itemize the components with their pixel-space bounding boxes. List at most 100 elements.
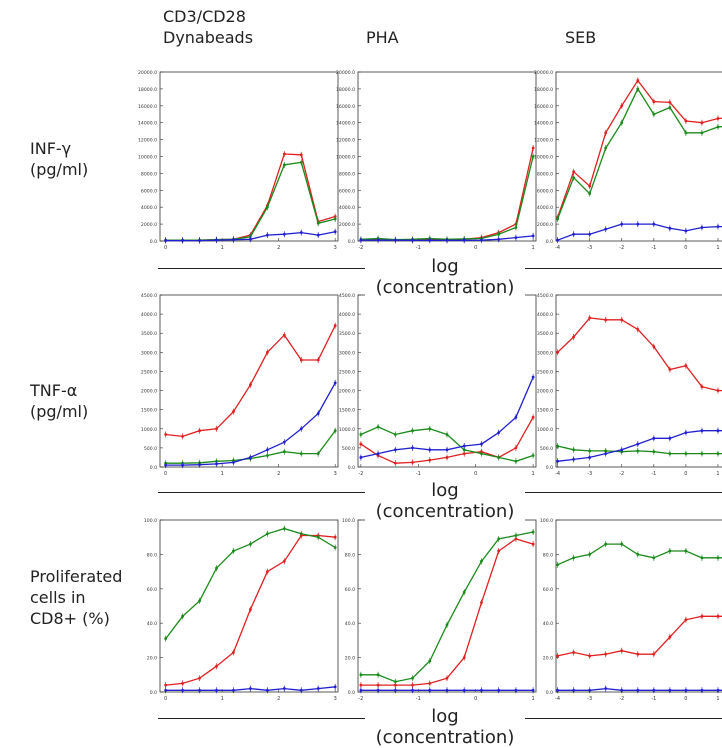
y-tick-label: 4000.0 bbox=[537, 312, 553, 318]
y-tick-label: 0.0 bbox=[546, 239, 553, 245]
x-tick-label: 1 bbox=[716, 245, 719, 251]
y-tick-label: 6000.0 bbox=[537, 188, 553, 194]
y-tick-label: 1000.0 bbox=[537, 427, 553, 433]
y-tick-label: 14000.0 bbox=[138, 121, 157, 127]
y-tick-label: 6000.0 bbox=[141, 188, 157, 194]
y-tick-label: 2500.0 bbox=[537, 369, 553, 375]
y-tick-label: 2000.0 bbox=[537, 389, 553, 395]
y-tick-label: 80.0 bbox=[543, 552, 553, 558]
y-tick-label: 18000.0 bbox=[138, 87, 157, 93]
y-tick-label: 40.0 bbox=[543, 621, 553, 627]
x-tick-label: 1 bbox=[221, 696, 224, 702]
series-line-green bbox=[165, 161, 336, 241]
x-tick-label: 1 bbox=[716, 471, 719, 477]
row-label-tnf-alpha: TNF-α (pg/ml) bbox=[30, 381, 89, 421]
y-tick-label: 12000.0 bbox=[534, 138, 553, 144]
row-label-proliferated: Proliferated cells in CD8+ (%) bbox=[30, 567, 123, 628]
x-tick-label: 0 bbox=[164, 471, 167, 477]
x-tick-label: -1 bbox=[651, 696, 656, 702]
panel-frame bbox=[159, 71, 339, 242]
y-tick-label: 4000.0 bbox=[339, 312, 355, 318]
y-tick-label: 60.0 bbox=[345, 587, 355, 593]
panel-frame bbox=[555, 519, 722, 693]
y-tick-label: 0.0 bbox=[348, 690, 355, 696]
y-tick-label: 8000.0 bbox=[141, 171, 157, 177]
y-tick-label: 3500.0 bbox=[537, 331, 553, 337]
x-tick-label: 0 bbox=[684, 245, 687, 251]
x-tick-label: -3 bbox=[587, 696, 592, 702]
y-tick-label: 20.0 bbox=[147, 656, 157, 662]
x-tick-label: -2 bbox=[619, 696, 624, 702]
y-tick-label: 14000.0 bbox=[534, 121, 553, 127]
x-tick-label: 3 bbox=[334, 245, 337, 251]
x-caption-3: log (concentration) bbox=[365, 706, 525, 748]
x-tick-label: -1 bbox=[651, 245, 656, 251]
series-line-green bbox=[360, 531, 534, 683]
x-tick-label: 1 bbox=[221, 471, 224, 477]
x-tick-label: -2 bbox=[619, 245, 624, 251]
column-header-cd3cd28: CD3/CD28 Dynabeads bbox=[163, 7, 254, 47]
series-line-green bbox=[360, 156, 534, 241]
y-tick-label: 40.0 bbox=[345, 621, 355, 627]
series-line-red bbox=[165, 325, 336, 438]
panel-r1-c2: 0.0 500.0 1000.0 1500.0 2000.0 2500.0 3000.0 35… bbox=[537, 293, 722, 477]
y-tick-label: 0.0 bbox=[150, 239, 157, 245]
x-tick-label: 2 bbox=[277, 245, 280, 251]
y-tick-label: 80.0 bbox=[345, 552, 355, 558]
panel-r0-c2: 0.0 2000.0 4000.0 6000.0 8000.0 10000.0 12000.… bbox=[534, 70, 722, 251]
x-tick-label: -2 bbox=[358, 471, 363, 477]
series-line-green bbox=[556, 87, 722, 220]
y-tick-label: 6000.0 bbox=[339, 188, 355, 194]
x-tick-label: 2 bbox=[277, 696, 280, 702]
y-tick-label: 100.0 bbox=[540, 518, 553, 524]
panel-r1-c1: 0.0 500.0 1000.0 1500.0 2000.0 2500.0 3000.0 35… bbox=[339, 293, 537, 477]
x-tick-label: 1 bbox=[532, 471, 535, 477]
x-tick-label: 0 bbox=[474, 245, 477, 251]
y-tick-label: 0.0 bbox=[546, 465, 553, 471]
y-tick-label: 80.0 bbox=[147, 552, 157, 558]
series-line-blue bbox=[557, 223, 722, 241]
x-tick-label: 3 bbox=[334, 696, 337, 702]
y-tick-label: 8000.0 bbox=[537, 171, 553, 177]
series-line-green bbox=[557, 445, 722, 455]
x-tick-label: 0 bbox=[474, 471, 477, 477]
y-tick-label: 2000.0 bbox=[141, 222, 157, 228]
series-line-blue bbox=[360, 376, 534, 459]
x-tick-label: -2 bbox=[358, 245, 363, 251]
panel-frame bbox=[357, 71, 537, 242]
series-line-red bbox=[360, 147, 534, 241]
series-line-blue bbox=[557, 687, 722, 691]
panel-frame bbox=[555, 294, 722, 468]
panel-r2-c2: 0.0 20.0 40.0 60.0 80.0 100.0 -4 -3 -2 -1 0 1 bbox=[540, 518, 722, 702]
x-tick-label: 2 bbox=[277, 471, 280, 477]
y-tick-label: 3000.0 bbox=[141, 350, 157, 356]
series-line-green bbox=[557, 543, 722, 566]
y-tick-label: 0.0 bbox=[348, 465, 355, 471]
y-tick-label: 14000.0 bbox=[336, 121, 355, 127]
panel-frame bbox=[159, 519, 339, 693]
y-tick-label: 12000.0 bbox=[138, 138, 157, 144]
panel-r0-c1: 0.0 2000.0 4000.0 6000.0 8000.0 10000.0 12000.… bbox=[336, 70, 537, 251]
y-tick-label: 1500.0 bbox=[537, 408, 553, 414]
y-tick-label: 4000.0 bbox=[141, 312, 157, 318]
y-tick-label: 3000.0 bbox=[339, 350, 355, 356]
series-line-blue bbox=[557, 430, 722, 462]
y-tick-label: 18000.0 bbox=[534, 87, 553, 93]
y-tick-label: 2000.0 bbox=[141, 389, 157, 395]
y-tick-label: 500.0 bbox=[540, 446, 553, 452]
y-tick-label: 4500.0 bbox=[537, 293, 553, 299]
x-tick-label: -1 bbox=[651, 471, 656, 477]
y-tick-label: 3500.0 bbox=[141, 331, 157, 337]
panel-frame bbox=[159, 294, 339, 468]
series-line-red bbox=[360, 538, 534, 686]
y-tick-label: 16000.0 bbox=[138, 104, 157, 110]
column-header-seb: SEB bbox=[565, 28, 597, 47]
y-tick-label: 40.0 bbox=[147, 621, 157, 627]
x-caption-1: log (concentration) bbox=[365, 256, 525, 298]
y-tick-label: 2500.0 bbox=[141, 369, 157, 375]
y-tick-label: 1000.0 bbox=[141, 427, 157, 433]
y-tick-label: 0.0 bbox=[348, 239, 355, 245]
y-tick-label: 4500.0 bbox=[141, 293, 157, 299]
y-tick-label: 0.0 bbox=[546, 690, 553, 696]
y-tick-label: 4500.0 bbox=[339, 293, 355, 299]
